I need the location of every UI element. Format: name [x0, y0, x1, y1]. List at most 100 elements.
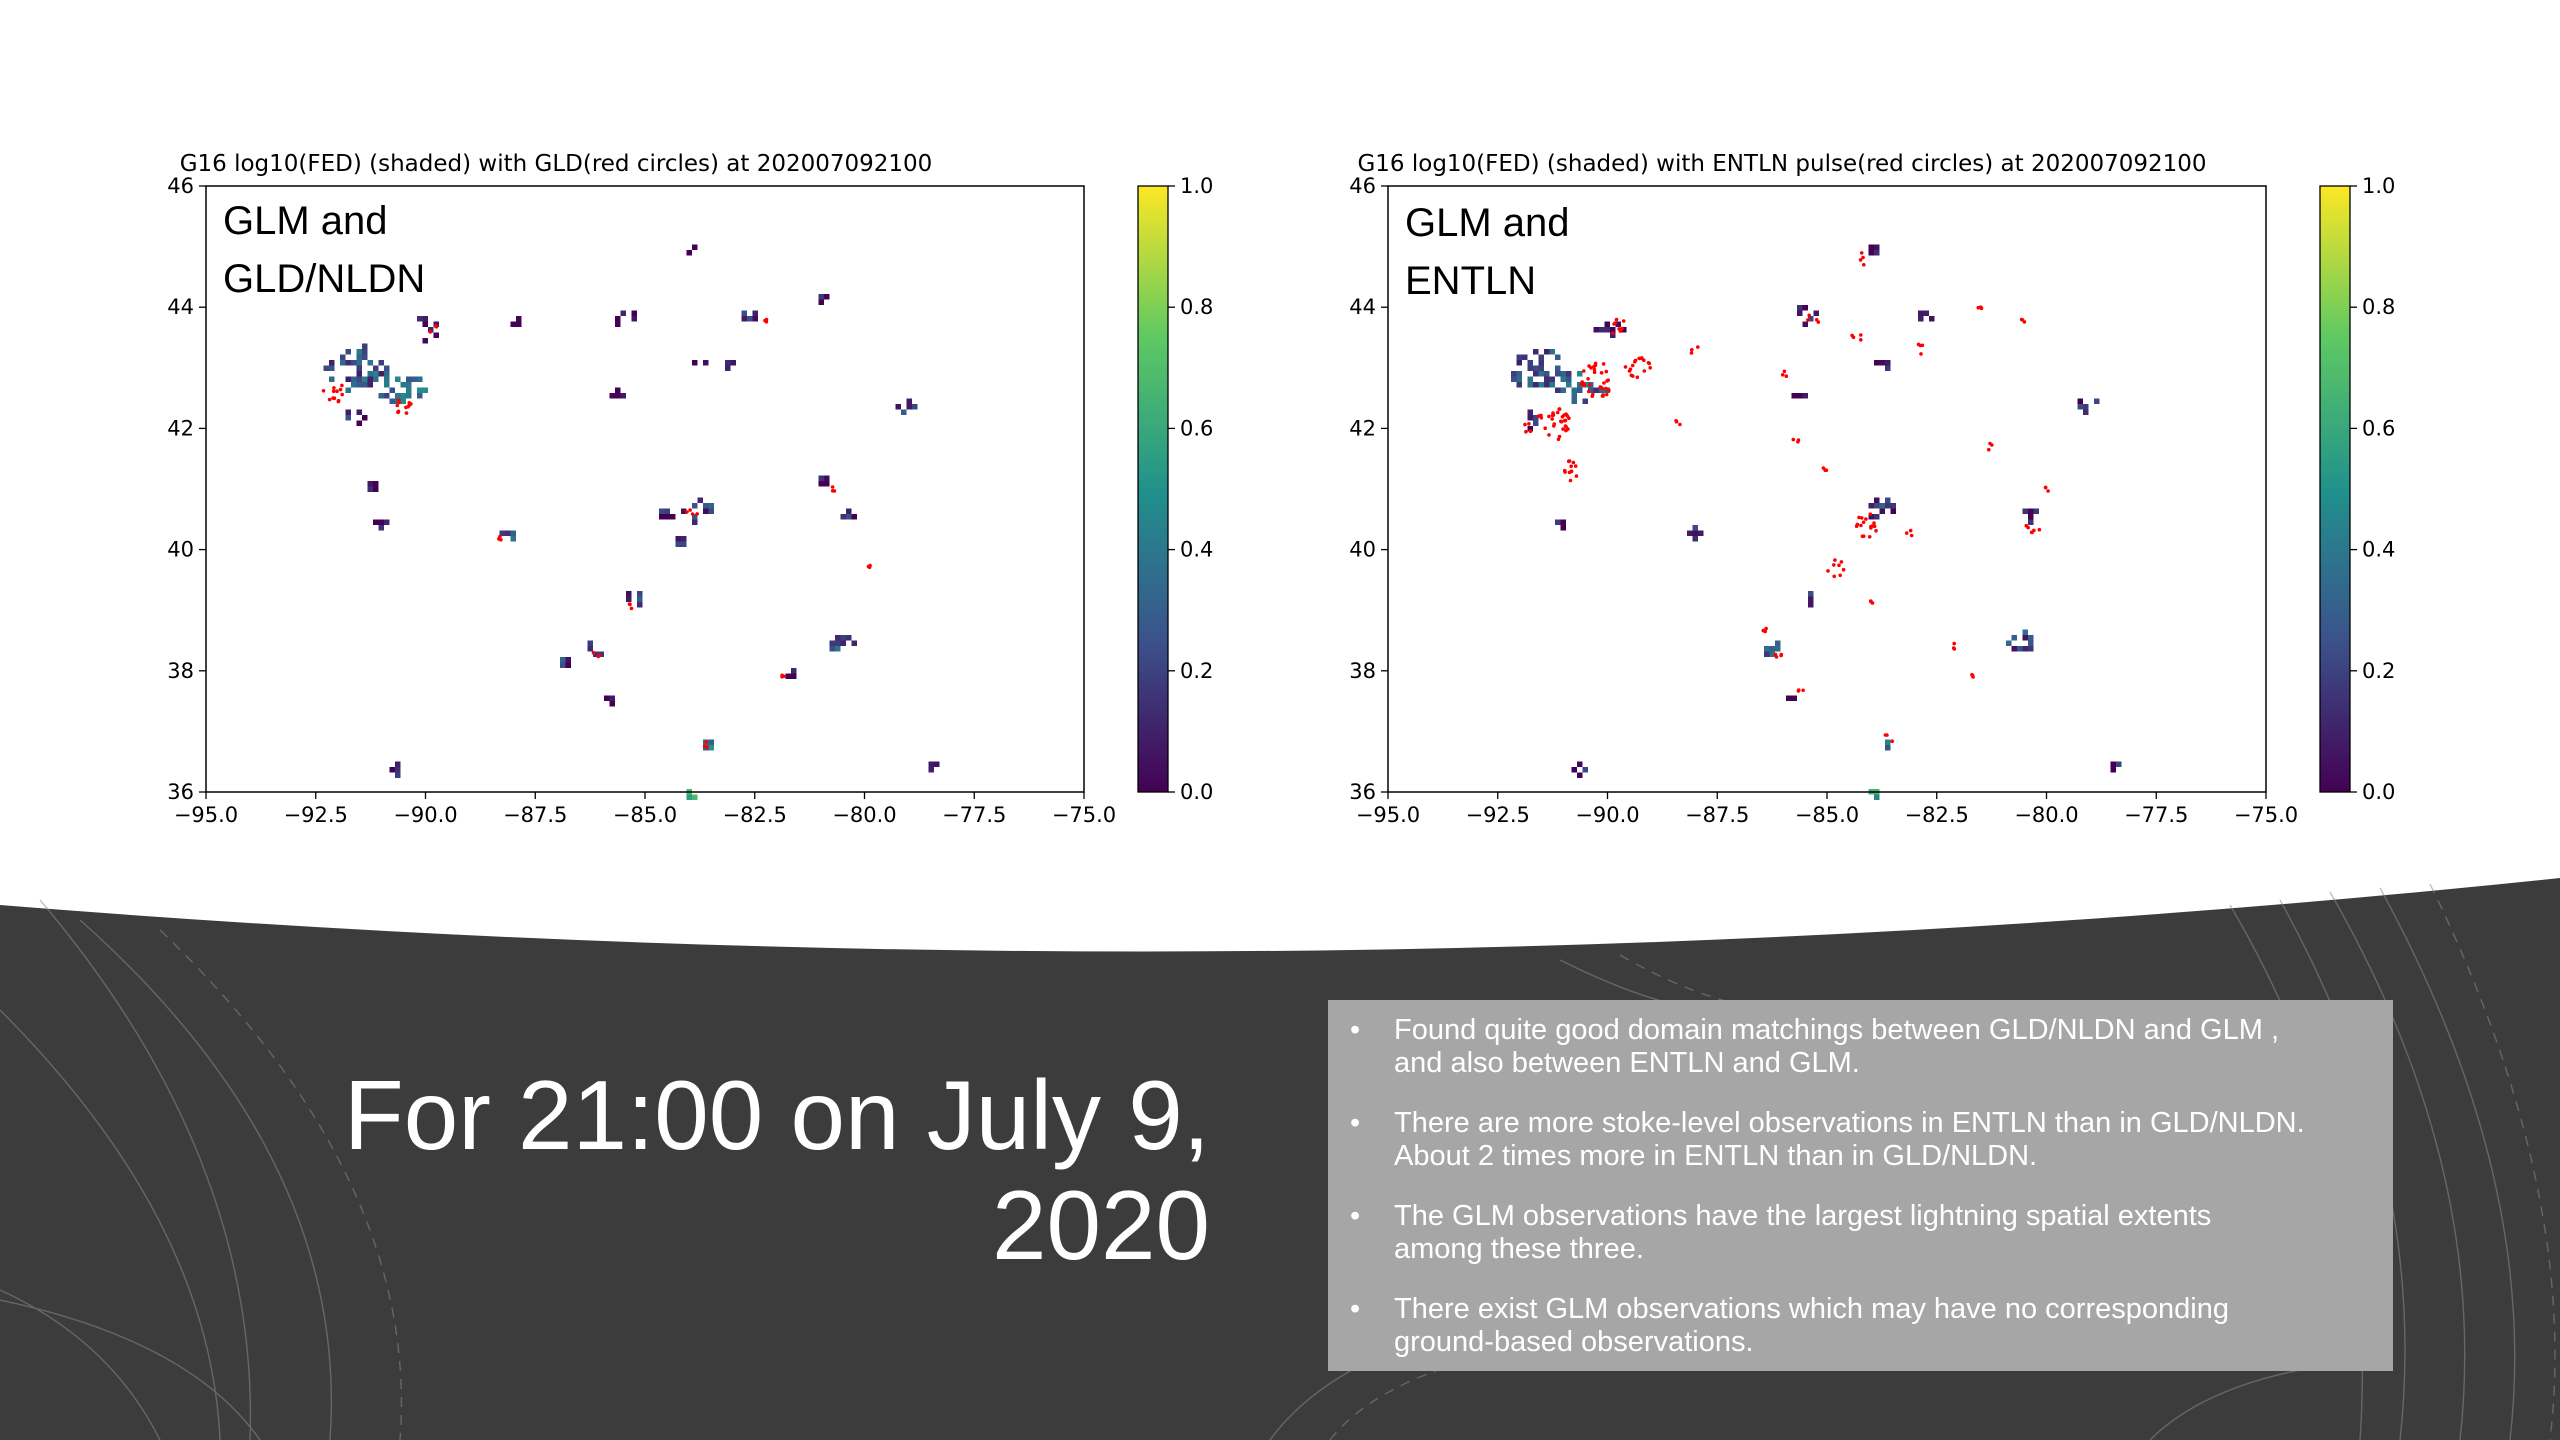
fed-cell	[1874, 250, 1880, 256]
fed-cell	[1588, 387, 1594, 393]
fed-cell	[1874, 503, 1880, 509]
chart-annotation-line1: GLM and	[223, 199, 388, 243]
fed-cluster	[818, 475, 830, 487]
fed-cell	[708, 508, 714, 514]
fed-cluster	[1868, 497, 1896, 520]
fed-cell	[345, 415, 351, 421]
lightning-circle	[1599, 371, 1604, 375]
fed-cell	[1527, 376, 1533, 382]
fed-cell	[1868, 503, 1874, 509]
fed-cell	[560, 657, 566, 663]
fed-cell	[356, 354, 362, 360]
lightning-circle	[1861, 534, 1866, 538]
lightning-circle	[1851, 335, 1856, 340]
bullet-dot: •	[1350, 1200, 1361, 1232]
fed-cell	[433, 332, 439, 338]
colorbar-tick-label: 1.0	[2362, 174, 2395, 198]
fed-cell	[851, 640, 857, 646]
lightning-circle	[1571, 460, 1576, 465]
fed-cell	[1533, 420, 1539, 426]
fed-cell	[329, 360, 335, 366]
colorbar-tick-label: 0.4	[1180, 538, 1213, 562]
fed-cell	[840, 514, 846, 520]
lightning-circles	[591, 650, 601, 659]
fed-cell	[345, 360, 351, 366]
fed-cell	[1571, 387, 1577, 393]
lightning-circles	[1858, 251, 1866, 267]
fed-cell	[1797, 305, 1803, 311]
fed-cell	[367, 481, 373, 487]
lightning-circle	[1555, 410, 1560, 415]
lightning-circle	[1550, 417, 1554, 421]
colorbar-tick-label: 1.0	[1180, 174, 1213, 198]
lightning-circle	[1574, 474, 1579, 478]
lightning-circle	[407, 403, 412, 408]
lightning-circles	[685, 508, 699, 516]
fed-cell	[791, 668, 797, 674]
lightning-circles	[627, 602, 634, 611]
lightning-circle	[1562, 413, 1566, 417]
fed-cell	[351, 360, 357, 366]
y-tick-label: 38	[167, 659, 194, 683]
lightning-circles	[1796, 688, 1805, 693]
lightning-circle	[1909, 533, 1914, 538]
lightning-circle	[1920, 343, 1925, 348]
fed-cell	[1769, 646, 1775, 652]
fed-cell	[2017, 646, 2023, 652]
fed-cell	[362, 354, 368, 360]
fed-cluster	[2077, 398, 2100, 415]
fed-cell	[351, 382, 357, 388]
fed-cell	[615, 393, 621, 399]
fed-cluster	[675, 536, 687, 547]
lightning-circles	[1951, 641, 1957, 651]
fed-cell	[389, 398, 395, 404]
lightning-circle	[1586, 377, 1590, 381]
colorbar-tick-label: 0.0	[2362, 780, 2395, 804]
fed-cell	[2028, 635, 2034, 641]
fed-cell	[2083, 409, 2089, 415]
lightning-circle	[1563, 418, 1568, 423]
lightning-circle	[434, 325, 439, 329]
fed-cell	[351, 376, 357, 382]
fed-cell	[378, 519, 384, 525]
lightning-circle	[1547, 433, 1551, 437]
lightning-circle	[830, 489, 835, 493]
y-tick-label: 42	[1349, 416, 1376, 440]
fed-cell	[2028, 514, 2034, 520]
lightning-circle	[1890, 739, 1894, 743]
fed-cell	[626, 591, 632, 597]
fed-cell	[1533, 365, 1539, 371]
lightning-circle	[1592, 364, 1596, 369]
lightning-circles	[1536, 407, 1571, 442]
lightning-circle	[336, 398, 341, 403]
lightning-circle	[1696, 345, 1700, 349]
lightning-circle	[1639, 356, 1644, 361]
x-tick-label: −90.0	[393, 803, 457, 827]
fed-cell	[2022, 646, 2028, 652]
fed-cell	[329, 376, 335, 382]
fed-cell	[2083, 404, 2089, 410]
fed-cell	[1549, 382, 1555, 388]
fed-cell	[620, 310, 626, 316]
fed-cell	[934, 761, 940, 767]
fed-cell	[840, 640, 846, 646]
fed-cell	[373, 481, 379, 487]
fed-cell	[1566, 371, 1572, 377]
fed-cell	[417, 316, 423, 322]
lightning-circle	[1674, 419, 1679, 424]
lightning-circles	[1791, 437, 1801, 444]
fed-cluster	[681, 497, 714, 525]
lightning-circle	[1782, 369, 1787, 374]
fed-cluster	[928, 761, 940, 773]
fed-cell	[824, 294, 830, 300]
lightning-circle	[1573, 464, 1578, 468]
fed-cell	[1555, 519, 1561, 525]
fed-cell	[2110, 767, 2116, 773]
lightning-circle	[1543, 426, 1547, 431]
fed-cell	[1604, 321, 1610, 327]
lightning-circle	[1857, 515, 1861, 520]
lightning-circle	[1612, 322, 1616, 326]
fed-cell	[1533, 371, 1539, 377]
lightning-circles	[1883, 733, 1894, 743]
fed-cell	[1516, 354, 1522, 360]
